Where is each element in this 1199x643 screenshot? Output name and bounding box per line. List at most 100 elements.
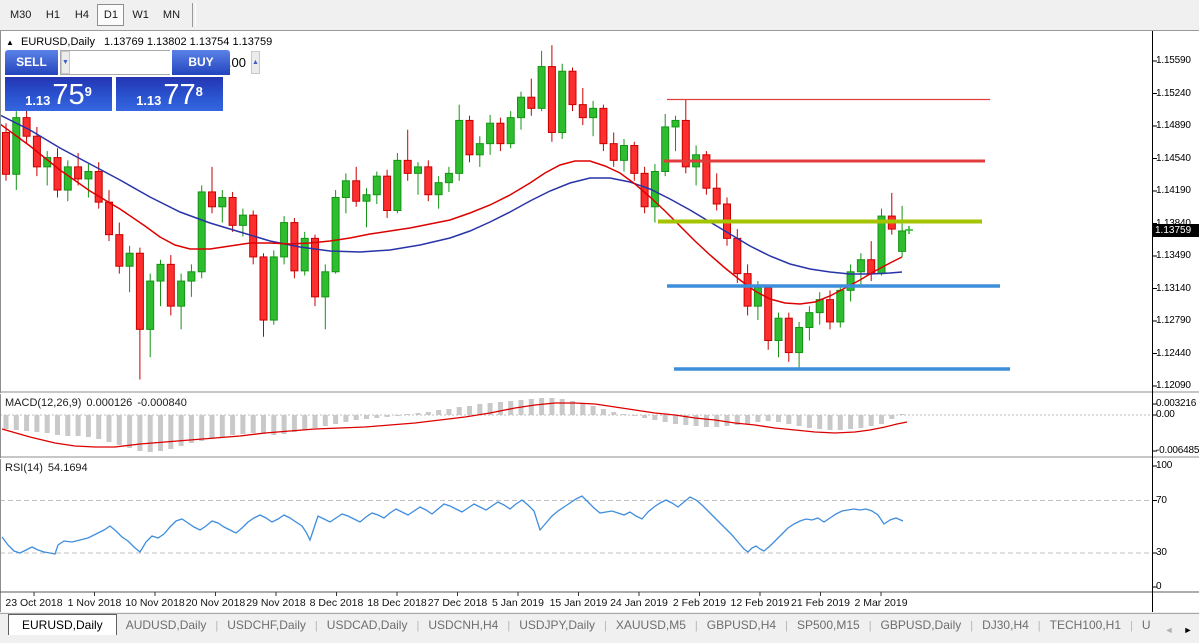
macd-tick-label: 0.00 (1156, 409, 1175, 420)
macd-histogram (3, 398, 905, 452)
buy-price-prefix: 1.13 (136, 93, 162, 108)
sell-price-sup: 9 (84, 84, 92, 99)
date-tick-label: 21 Feb 2019 (791, 597, 850, 609)
date-tick-label: 12 Feb 2019 (730, 597, 790, 609)
tab-separator: | (215, 620, 219, 632)
tab-separator: | (604, 620, 607, 632)
date-tick-label: 2 Mar 2019 (854, 597, 908, 609)
macd-signal-value: -0.000840 (137, 397, 187, 409)
price-tick-label: 1.15240 (1156, 87, 1191, 99)
date-tick-label: 1 Nov 2018 (67, 597, 122, 609)
rsi-name: RSI(14) (5, 462, 43, 474)
tab-separator: | (314, 620, 318, 632)
timeframe-toolbar: M30 H1 H4 D1 W1 MN (0, 0, 1199, 30)
date-tick-label: 5 Jan 2019 (492, 597, 544, 609)
tab-sp500-m15[interactable]: SP500,M15 (796, 618, 860, 632)
timeframe-button-h1[interactable]: H1 (39, 4, 66, 26)
price-tick-label: 1.14190 (1156, 185, 1191, 196)
macd-tick-label: -0.006485 (1156, 445, 1199, 456)
sell-price-prefix: 1.13 (25, 93, 51, 108)
date-tick-label: 2 Feb 2019 (672, 597, 727, 609)
buy-price-big: 77 (163, 79, 196, 111)
ma-slow-blue-line (0, 114, 903, 275)
rsi-tick-label: 70 (1156, 494, 1167, 506)
rsi-value: 54.1694 (47, 462, 88, 474)
one-click-trading-panel: SELL ▼ ▲ BUY 1.13 75 9 1.13 77 8 (5, 50, 260, 111)
price-tick-label: 1.14540 (1156, 152, 1191, 164)
price-tick-label: 1.12440 (1156, 347, 1191, 359)
volume-increase-icon[interactable]: ▲ (250, 51, 260, 74)
tab-separator: | (868, 620, 872, 632)
price-tick-label: 1.15590 (1156, 55, 1191, 66)
price-tick-label: 1.12090 (1156, 380, 1191, 391)
current-price-badge: 1.13759 (1152, 224, 1199, 238)
tab-gbpusd-h4[interactable]: GBPUSD,H4 (706, 618, 777, 632)
tab-usdcnh-h4[interactable]: USDCNH,H4 (428, 618, 499, 632)
rsi-line (1, 495, 904, 555)
price-tick-label: 1.12790 (1156, 315, 1191, 326)
price-tick-label: 1.14890 (1156, 120, 1191, 131)
tab-xauusd-m5[interactable]: XAUUSD,M5 (615, 618, 686, 632)
rsi-tick-label: 0 (1156, 581, 1162, 592)
date-tick-label: 24 Jan 2019 (610, 597, 668, 609)
date-tick-label: 20 Nov 2018 (185, 597, 246, 609)
volume-decrease-icon[interactable]: ▼ (61, 51, 70, 74)
tab-separator: | (1037, 620, 1041, 632)
timeframe-button-h4[interactable]: H4 (68, 4, 95, 26)
tab-audusd-daily[interactable]: AUDUSD,Daily (125, 618, 207, 632)
tab-usdchf-daily[interactable]: USDCHF,Daily (227, 618, 306, 632)
timeframe-button-m30[interactable]: M30 (4, 4, 37, 26)
timeframe-button-d1[interactable]: D1 (97, 4, 125, 26)
macd-main-value: 0.000126 (86, 397, 133, 409)
buy-price-sup: 8 (195, 84, 203, 99)
timeframe-button-mn[interactable]: MN (157, 4, 186, 26)
tab-dj30-h4[interactable]: DJ30,H4 (982, 618, 1029, 632)
date-tick-label: 29 Nov 2018 (246, 597, 306, 609)
sell-price-box[interactable]: 1.13 75 9 (5, 77, 112, 111)
tab-separator: | (785, 620, 788, 632)
tab-gbpusd-daily[interactable]: GBPUSD,Daily (880, 618, 962, 632)
sell-button[interactable]: SELL (5, 50, 58, 75)
tab-usdjpy-daily[interactable]: USDJPY,Daily (519, 618, 596, 632)
chart-symbol-label: EURUSD,Daily (20, 36, 95, 48)
sell-price-big: 75 (52, 79, 85, 111)
date-tick-label: 18 Dec 2018 (367, 597, 427, 609)
tab-separator: | (1130, 620, 1133, 632)
chart-tab-bar: EURUSD,Daily AUDUSD,Daily | USDCHF,Daily | US… (0, 613, 1199, 635)
buy-button[interactable]: BUY (172, 50, 230, 75)
tab-scroll-right-icon[interactable]: ► (1183, 625, 1193, 635)
date-tick-label: 23 Oct 2018 (5, 597, 63, 609)
tab-separator: | (416, 620, 420, 632)
ma-fast-red-line (0, 123, 903, 305)
date-tick-label: 8 Dec 2018 (309, 597, 364, 609)
tab-scroll-left-icon[interactable]: ◄ (1164, 625, 1174, 635)
current-bar-plus-icon (905, 226, 913, 234)
date-tick-label: 15 Jan 2019 (549, 597, 608, 609)
macd-label: MACD(12,26,9) 0.000126 -0.000840 (5, 397, 192, 409)
tab-separator: | (970, 620, 974, 632)
volume-spinner: ▼ ▲ (60, 50, 260, 75)
rsi-tick-label: 100 (1156, 460, 1173, 471)
date-tick-label: 10 Nov 2018 (125, 597, 185, 609)
tab-tech100-h1[interactable]: TECH100,H1 (1049, 618, 1122, 632)
tab-separator: | (507, 620, 511, 632)
chart-ohlc-values: 1.13769 1.13802 1.13754 1.13759 (104, 36, 273, 48)
price-tick-label: 1.13490 (1156, 250, 1191, 261)
candles (2, 45, 907, 380)
tab-usdcad-daily[interactable]: USDCAD,Daily (326, 618, 408, 632)
chart-title: ▲ EURUSD,Daily 1.13769 1.13802 1.13754 1… (6, 36, 272, 48)
buy-price-box[interactable]: 1.13 77 8 (116, 77, 223, 111)
macd-tick-label: 0.003216 (1156, 398, 1197, 409)
macd-name: MACD(12,26,9) (5, 397, 82, 409)
toolbar-separator (192, 3, 197, 27)
tab-separator: | (694, 620, 698, 632)
tab-u[interactable]: U (1141, 618, 1151, 632)
timeframe-button-w1[interactable]: W1 (126, 4, 155, 26)
date-tick-label: 27 Dec 2018 (427, 597, 488, 609)
collapse-trade-panel-icon[interactable]: ▲ (6, 38, 14, 47)
tab-scroll-arrows: ◄ ► (1160, 625, 1199, 635)
price-tick-label: 1.13840 (1156, 217, 1191, 229)
tab-eurusd-daily[interactable]: EURUSD,Daily (8, 614, 117, 635)
